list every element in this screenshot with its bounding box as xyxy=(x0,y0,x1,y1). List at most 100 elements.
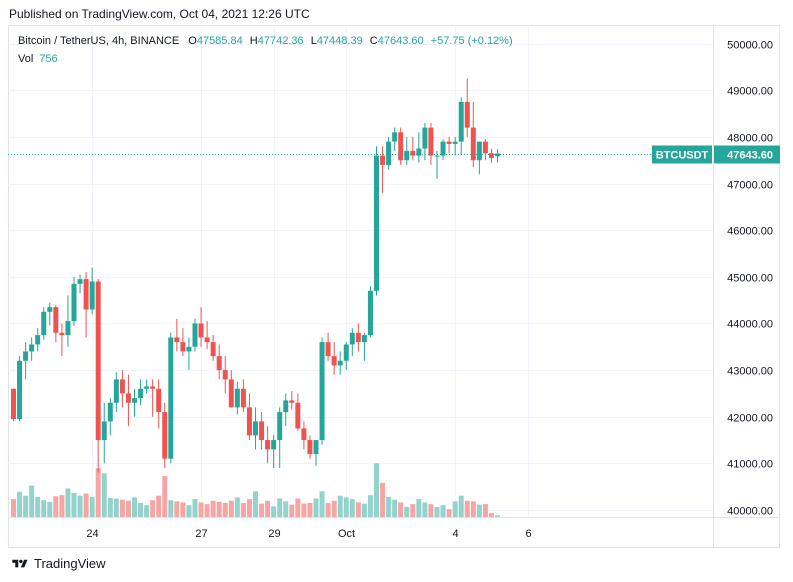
candle-body[interactable] xyxy=(192,323,198,347)
volume-bar xyxy=(488,513,494,517)
candle-body[interactable] xyxy=(101,421,107,441)
candle-body[interactable] xyxy=(325,342,331,357)
candle-body[interactable] xyxy=(283,400,289,413)
candle-body[interactable] xyxy=(386,141,392,165)
candle-body[interactable] xyxy=(428,127,434,156)
footer-brand[interactable]: TradingView xyxy=(10,556,106,571)
candle-body[interactable] xyxy=(374,155,379,291)
y-tick-label: 40000.00 xyxy=(727,506,773,518)
symbol-label: Bitcoin / TetherUS, 4h, BINANCE xyxy=(18,35,180,47)
candle-body[interactable] xyxy=(392,132,398,142)
candle-body[interactable] xyxy=(107,402,113,422)
candle-body[interactable] xyxy=(132,398,137,403)
candle-body[interactable] xyxy=(343,344,349,361)
candle-body[interactable] xyxy=(125,393,131,403)
volume-bar xyxy=(11,499,16,517)
candle-body[interactable] xyxy=(416,148,422,156)
candle-body[interactable] xyxy=(464,101,470,128)
candle-body[interactable] xyxy=(138,388,144,399)
candle-body[interactable] xyxy=(440,141,446,156)
y-tick-label: 50000.00 xyxy=(727,40,773,52)
candle-body[interactable] xyxy=(398,132,404,161)
candle-body[interactable] xyxy=(156,388,162,413)
candle-body[interactable] xyxy=(410,150,416,156)
candle-body[interactable] xyxy=(349,332,355,345)
candle-body[interactable] xyxy=(198,323,204,338)
candle-body[interactable] xyxy=(150,386,156,389)
candlestick-chart[interactable]: 50000.00 49000.00 48000.00 47000.00 46000.00… xyxy=(8,25,780,548)
candle-body[interactable] xyxy=(89,281,95,310)
candle-body[interactable] xyxy=(404,150,410,161)
candle-body[interactable] xyxy=(458,101,464,142)
candle-body[interactable] xyxy=(301,428,307,441)
candle-body[interactable] xyxy=(174,337,180,343)
candle-body[interactable] xyxy=(119,379,125,394)
volume-bar xyxy=(374,463,379,517)
candle-body[interactable] xyxy=(434,155,440,157)
candle-body[interactable] xyxy=(367,290,373,336)
candle-body[interactable] xyxy=(35,335,41,345)
candle-body[interactable] xyxy=(144,386,150,389)
candle-body[interactable] xyxy=(289,400,295,403)
candle-body[interactable] xyxy=(65,321,71,336)
candle-body[interactable] xyxy=(168,337,174,459)
candle-body[interactable] xyxy=(204,337,210,343)
candle-body[interactable] xyxy=(470,127,476,161)
candle-body[interactable] xyxy=(234,388,240,408)
volume-bar xyxy=(29,485,35,517)
candle-body[interactable] xyxy=(210,342,216,357)
candle-body[interactable] xyxy=(271,440,277,450)
candle-body[interactable] xyxy=(452,141,458,144)
candle-body[interactable] xyxy=(307,440,313,455)
candle-body[interactable] xyxy=(259,421,265,441)
candle-body[interactable] xyxy=(482,141,488,154)
candle-body[interactable] xyxy=(246,407,252,436)
candle-body[interactable] xyxy=(29,344,35,352)
candle-body[interactable] xyxy=(53,307,59,333)
candle-body[interactable] xyxy=(380,155,386,165)
volume-bar xyxy=(168,500,174,517)
volume-bar xyxy=(23,495,29,517)
candle-body[interactable] xyxy=(355,332,361,343)
candle-body[interactable] xyxy=(265,440,271,450)
ohlc-legend: Bitcoin / TetherUS, 4h, BINANCE O47585.8… xyxy=(18,35,513,47)
candle-body[interactable] xyxy=(476,141,482,161)
candle-body[interactable] xyxy=(11,388,16,420)
candle-body[interactable] xyxy=(422,127,428,149)
candle-body[interactable] xyxy=(253,421,258,436)
candle-body[interactable] xyxy=(313,440,319,455)
candle-body[interactable] xyxy=(71,283,77,322)
candle-body[interactable] xyxy=(186,346,192,352)
volume-bar xyxy=(319,491,325,517)
candle-body[interactable] xyxy=(319,342,325,441)
volume-label: Vol xyxy=(18,53,34,65)
candle-body[interactable] xyxy=(240,388,246,408)
candle-body[interactable] xyxy=(337,360,343,366)
candle-body[interactable] xyxy=(83,279,89,310)
volume-bar xyxy=(216,501,222,517)
candle-body[interactable] xyxy=(228,379,234,408)
candle-body[interactable] xyxy=(113,379,119,403)
candle-body[interactable] xyxy=(488,153,494,158)
candle-body[interactable] xyxy=(331,356,337,366)
volume-bar xyxy=(349,499,355,517)
candle-body[interactable] xyxy=(47,307,53,312)
candle-body[interactable] xyxy=(277,412,283,441)
candle-body[interactable] xyxy=(59,332,65,336)
candle-body[interactable] xyxy=(361,335,367,343)
candle-body[interactable] xyxy=(446,141,452,144)
volume-bar xyxy=(458,495,464,517)
candle-body[interactable] xyxy=(222,370,228,380)
candle-body[interactable] xyxy=(295,402,301,429)
volume-bar xyxy=(156,495,162,517)
candle-body[interactable] xyxy=(41,311,47,336)
candle-body[interactable] xyxy=(216,356,222,371)
candle-body[interactable] xyxy=(180,342,186,352)
candle-body[interactable] xyxy=(95,281,101,441)
candle-body[interactable] xyxy=(162,412,168,459)
candle-body[interactable] xyxy=(23,351,29,361)
candle-body[interactable] xyxy=(17,360,23,420)
candle-body[interactable] xyxy=(77,279,83,284)
volume-bar xyxy=(210,500,216,517)
volume-bar xyxy=(144,505,150,517)
